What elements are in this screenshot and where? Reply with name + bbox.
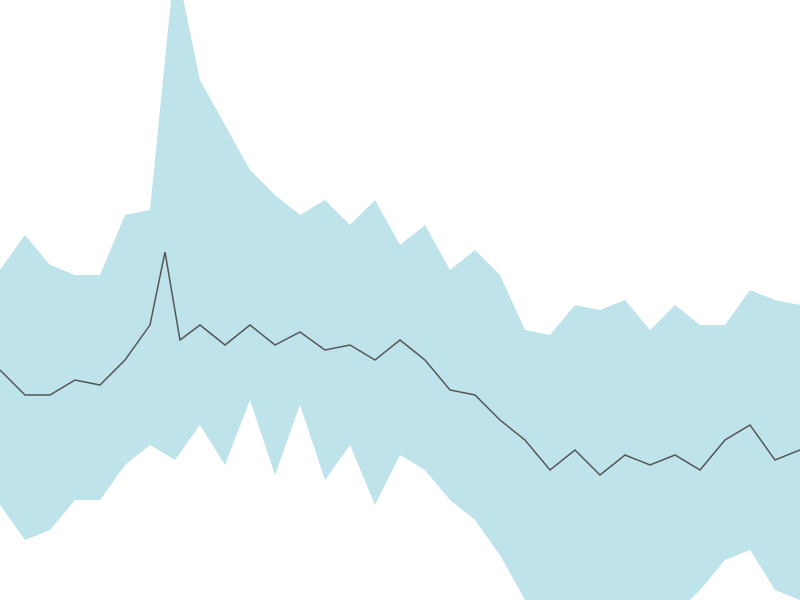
line-band-chart — [0, 0, 800, 600]
